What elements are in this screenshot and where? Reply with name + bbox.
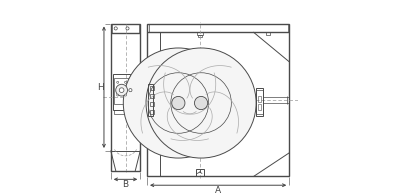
Bar bbox=[258, 104, 262, 110]
Bar bbox=[148, 84, 153, 116]
Bar bbox=[197, 32, 202, 35]
Bar bbox=[113, 74, 130, 110]
Circle shape bbox=[124, 94, 126, 96]
Circle shape bbox=[114, 27, 117, 30]
Circle shape bbox=[117, 94, 119, 96]
Bar bbox=[266, 32, 270, 35]
Bar bbox=[114, 110, 138, 114]
Bar bbox=[114, 78, 130, 104]
Bar bbox=[256, 88, 264, 116]
Circle shape bbox=[116, 84, 128, 96]
Bar bbox=[147, 24, 289, 176]
Text: A: A bbox=[215, 186, 221, 195]
Bar bbox=[150, 110, 154, 114]
Bar bbox=[256, 90, 263, 114]
Bar bbox=[196, 169, 204, 176]
Bar bbox=[130, 79, 138, 102]
Bar bbox=[111, 24, 140, 171]
Bar bbox=[150, 94, 154, 98]
Text: B: B bbox=[122, 180, 128, 189]
Circle shape bbox=[146, 48, 256, 158]
Circle shape bbox=[129, 89, 132, 92]
Circle shape bbox=[123, 48, 233, 158]
Circle shape bbox=[194, 96, 208, 110]
Circle shape bbox=[124, 81, 126, 83]
Bar bbox=[258, 96, 262, 102]
Bar bbox=[150, 86, 154, 90]
Circle shape bbox=[172, 96, 185, 110]
Text: H: H bbox=[97, 83, 104, 92]
Circle shape bbox=[119, 88, 124, 93]
Bar bbox=[198, 35, 202, 37]
Circle shape bbox=[126, 27, 129, 30]
Bar bbox=[150, 102, 154, 106]
Circle shape bbox=[117, 81, 119, 83]
